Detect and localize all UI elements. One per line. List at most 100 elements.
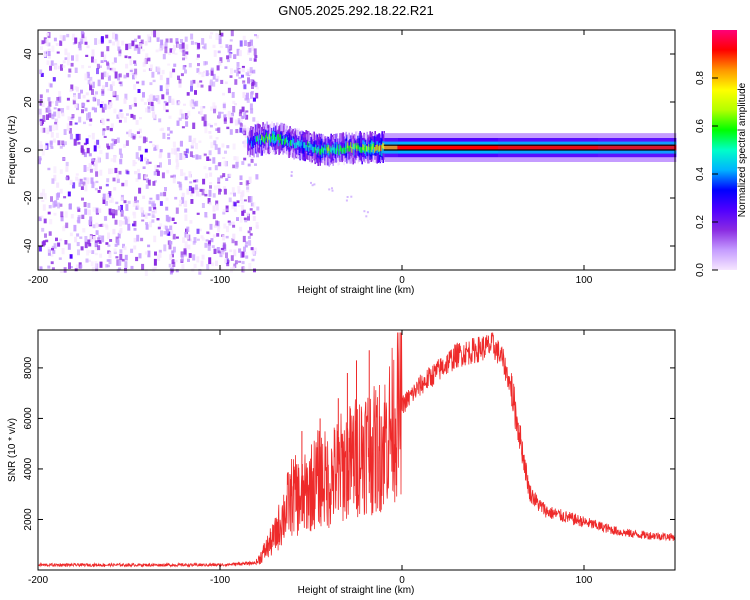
spectrogram-noise-cell bbox=[156, 37, 160, 42]
spectrogram-noise-cell bbox=[64, 48, 68, 56]
spectrogram-noise-cell bbox=[144, 251, 148, 255]
spectrogram-noise-cell bbox=[86, 249, 90, 256]
spectrogram-trail-cell bbox=[345, 199, 348, 202]
spectrogram-ridge-cell bbox=[390, 144, 392, 151]
spectrogram-noise-cell bbox=[61, 108, 64, 114]
spectrogram-noise-cell bbox=[65, 176, 69, 180]
spectrogram-ridge-cell bbox=[297, 139, 299, 146]
spectrogram-noise-cell bbox=[241, 251, 245, 258]
spectrogram-noise-cell bbox=[149, 82, 153, 86]
spectrogram-ridge-cell bbox=[439, 144, 442, 151]
spectrogram-ridge-cell bbox=[671, 144, 674, 151]
spectrogram-ridge-cell bbox=[627, 144, 630, 151]
spectrogram-noise-cell bbox=[152, 143, 156, 147]
spectrogram-noise-cell bbox=[175, 269, 179, 273]
spectrogram-noise-cell bbox=[54, 121, 58, 125]
spectrogram-noise-cell bbox=[77, 92, 81, 99]
spectrogram-noise-cell bbox=[156, 30, 160, 38]
spectrogram-noise-cell bbox=[74, 236, 78, 243]
spectrogram-ridge-cell bbox=[292, 137, 294, 144]
spectrogram-trail-cell bbox=[346, 196, 349, 198]
spectrogram-noise-cell bbox=[245, 241, 249, 245]
spectrogram-noise-cell bbox=[53, 107, 57, 110]
spectrogram-noise-cell bbox=[131, 104, 135, 107]
spectrogram-ridge-cell bbox=[404, 144, 407, 151]
spectrogram-ridge-cell bbox=[492, 144, 495, 151]
spectrogram-noise-cell bbox=[87, 239, 91, 245]
spectrogram-ridge-cell bbox=[620, 144, 623, 151]
spectrogram-noise-cell bbox=[88, 243, 92, 247]
spectrogram-noise-cell bbox=[196, 68, 200, 73]
spectrogram-ridge-cell bbox=[494, 144, 497, 151]
spectrogram-noise-cell bbox=[142, 195, 146, 199]
spectrogram-noise-cell bbox=[242, 209, 246, 214]
spectrogram-noise-cell bbox=[208, 85, 212, 92]
spectrogram-noise-cell bbox=[91, 81, 95, 88]
spectrogram-noise-cell bbox=[207, 198, 211, 204]
spectrogram-noise-cell bbox=[121, 258, 125, 262]
spectrogram-noise-cell bbox=[246, 68, 250, 73]
spectrogram-noise-cell bbox=[109, 239, 113, 242]
spectrogram-noise-cell bbox=[106, 62, 110, 70]
spectrogram-noise-cell bbox=[86, 45, 90, 49]
spectrogram-trail-cell bbox=[331, 187, 333, 190]
spectrogram-ridge-cell bbox=[622, 144, 625, 151]
spectrogram-noise-cell bbox=[217, 177, 221, 181]
spectrogram-noise-cell bbox=[171, 148, 175, 155]
spectrogram-noise-cell bbox=[97, 145, 101, 149]
spectrogram-noise-cell bbox=[253, 48, 257, 56]
spectrogram-noise-cell bbox=[148, 101, 151, 106]
spectrogram-ridge-cell bbox=[634, 144, 637, 151]
spectrogram-noise-cell bbox=[249, 208, 253, 211]
spectrogram-ridge-cell bbox=[458, 144, 461, 151]
spectrogram-noise-cell bbox=[132, 135, 136, 140]
spectrogram-noise-cell bbox=[101, 88, 105, 94]
spectrogram-noise-cell bbox=[62, 226, 66, 232]
spectrogram-noise-cell bbox=[38, 156, 42, 159]
spectrogram-noise-cell bbox=[239, 226, 243, 232]
spectrogram-ridge-cell bbox=[604, 144, 607, 151]
spectrogram-noise-cell bbox=[234, 260, 238, 265]
spectrogram-noise-cell bbox=[207, 123, 211, 126]
spectrogram-noise-cell bbox=[124, 268, 128, 274]
spectrogram-noise-cell bbox=[152, 79, 156, 83]
spectrogram-noise-cell bbox=[151, 200, 155, 208]
spectrogram-noise-cell bbox=[173, 222, 177, 224]
spectrogram-noise-cell bbox=[156, 218, 160, 221]
spectrogram-noise-cell bbox=[134, 171, 137, 175]
spectrogram-noise-cell bbox=[242, 80, 246, 84]
spectrogram-ridge-cell bbox=[424, 144, 427, 151]
spectrogram-noise-cell bbox=[40, 46, 43, 50]
spectrogram-noise-cell bbox=[84, 107, 88, 112]
spectrogram-noise-cell bbox=[229, 44, 233, 51]
spectrogram-ridge-cell bbox=[660, 144, 663, 151]
spectrogram-noise-cell bbox=[159, 150, 163, 157]
spectrogram-ridge-cell bbox=[529, 144, 532, 151]
spectrogram-ridge-cell bbox=[470, 144, 473, 151]
spectrogram-ridge-cell bbox=[658, 144, 661, 151]
spectrogram-ridge-cell bbox=[416, 144, 419, 151]
spectrogram-noise-cell bbox=[162, 53, 166, 60]
spectrogram-ridge-cell bbox=[276, 135, 278, 142]
spectrogram-noise-cell bbox=[215, 220, 219, 226]
spectrogram-ridge-cell bbox=[247, 137, 249, 144]
spectrogram-noise-cell bbox=[111, 138, 115, 142]
spectrogram-trail-cell bbox=[331, 189, 334, 192]
spectrogram-noise-cell bbox=[91, 107, 95, 111]
spectrogram-noise-cell bbox=[85, 54, 89, 57]
spectrogram-noise-cell bbox=[159, 74, 163, 81]
spectrogram-ridge-cell bbox=[359, 139, 361, 151]
spectrogram-noise-cell bbox=[67, 116, 71, 121]
spectrogram-ridge-cell bbox=[515, 144, 518, 151]
spectrogram-noise-cell bbox=[114, 167, 118, 174]
spectrogram-noise-cell bbox=[114, 139, 117, 144]
spectrogram-noise-cell bbox=[83, 165, 87, 172]
spectrogram-ridge-cell bbox=[434, 144, 437, 151]
spectrogram-noise-cell bbox=[91, 49, 95, 57]
spectrogram-ridge-cell bbox=[347, 142, 349, 149]
spectrogram-ridge-cell bbox=[326, 144, 328, 151]
spectrogram-noise-cell bbox=[141, 49, 145, 52]
spectrogram-ridge-cell bbox=[367, 146, 369, 153]
spectrogram-noise-cell bbox=[84, 41, 88, 45]
spectrogram-noise-cell bbox=[250, 108, 254, 114]
